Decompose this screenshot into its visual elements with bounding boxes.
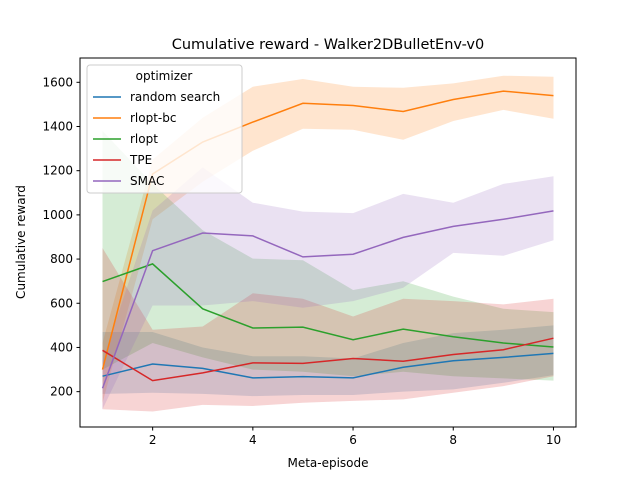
band-rlopt [102, 130, 554, 381]
line-random-search [102, 352, 554, 379]
x-tick-label: 2 [149, 433, 157, 447]
legend: optimizer random search rlopt-bc rlopt TPE S… [86, 64, 243, 194]
legend-label-smac: SMAC [130, 174, 164, 188]
line-smac [101, 210, 554, 389]
legend-items: random search rlopt-bc rlopt TPE SMAC [93, 90, 220, 188]
y-tick-label: 200 [50, 385, 73, 399]
legend-label-random-search: random search [130, 90, 220, 104]
y-tick-label: 1200 [42, 164, 73, 178]
y-tick-label: 400 [50, 340, 73, 354]
legend-label-tpe: TPE [129, 153, 152, 167]
x-axis-label: Meta-episode [287, 456, 368, 470]
line-tpe [102, 337, 554, 382]
x-tick-label: 10 [546, 433, 561, 447]
x-axis-ticks: 2 4 6 8 10 [149, 427, 561, 447]
y-tick-label: 1400 [42, 119, 73, 133]
plot-frame [79, 57, 577, 428]
band-smac [102, 167, 554, 410]
legend-box [86, 64, 243, 194]
line-rlopt [102, 263, 554, 348]
x-tick-label: 6 [349, 433, 357, 447]
y-tick-label: 1000 [42, 208, 73, 222]
chart-title: Cumulative reward - Walker2DBulletEnv-v0 [172, 37, 485, 53]
legend-label-rlopt: rlopt [130, 132, 158, 146]
y-axis-ticks: 200 400 600 800 1000 1200 1400 1600 [42, 75, 80, 399]
y-tick-label: 1600 [42, 75, 73, 89]
x-tick-label: 4 [249, 433, 257, 447]
y-tick-label: 800 [50, 252, 73, 266]
legend-label-rlopt-bc: rlopt-bc [130, 111, 176, 125]
legend-title: optimizer [136, 69, 193, 83]
x-tick-label: 8 [449, 433, 457, 447]
y-axis-label: Cumulative reward [14, 185, 28, 299]
y-tick-label: 600 [50, 296, 73, 310]
